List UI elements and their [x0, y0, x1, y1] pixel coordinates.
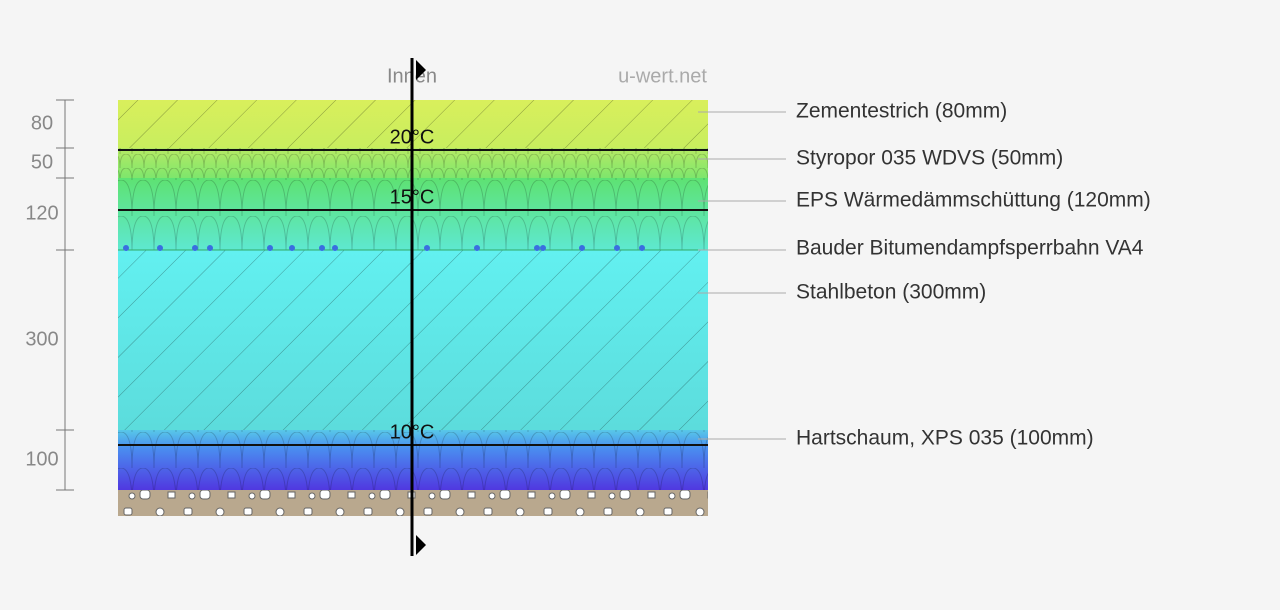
vapor-drop: [123, 245, 129, 251]
vapor-drop: [332, 245, 338, 251]
arrow-top: [416, 60, 426, 80]
vapor-drop: [540, 245, 546, 251]
vapor-drop: [424, 245, 430, 251]
layer-label: Hartschaum, XPS 035 (100mm): [796, 427, 1094, 450]
vapor-drop: [474, 245, 480, 251]
layer-label: Bauder Bitumendampfsperrbahn VA4: [796, 237, 1144, 260]
dimension-label: 100: [25, 448, 58, 470]
dimension-label: 300: [25, 328, 58, 350]
vapor-drop: [319, 245, 325, 251]
vapor-drop: [192, 245, 198, 251]
layer-label: Styropor 035 WDVS (50mm): [796, 147, 1063, 170]
dimension-label: 120: [25, 202, 58, 224]
layer-label: Stahlbeton (300mm): [796, 281, 986, 304]
arrow-bottom: [416, 535, 426, 555]
vapor-drop: [534, 245, 540, 251]
vapor-drop: [267, 245, 273, 251]
vapor-drop: [207, 245, 213, 251]
dimension-label: 50: [31, 151, 53, 173]
layer-label: Zementestrich (80mm): [796, 100, 1007, 123]
vapor-drop: [639, 245, 645, 251]
source-label: u-wert.net: [618, 65, 707, 87]
layer-label: EPS Wärmedämmschüttung (120mm): [796, 189, 1151, 212]
dimension-label: 80: [31, 112, 53, 134]
vapor-drop: [157, 245, 163, 251]
vapor-drop: [289, 245, 295, 251]
vapor-drop: [614, 245, 620, 251]
vapor-drop: [579, 245, 585, 251]
